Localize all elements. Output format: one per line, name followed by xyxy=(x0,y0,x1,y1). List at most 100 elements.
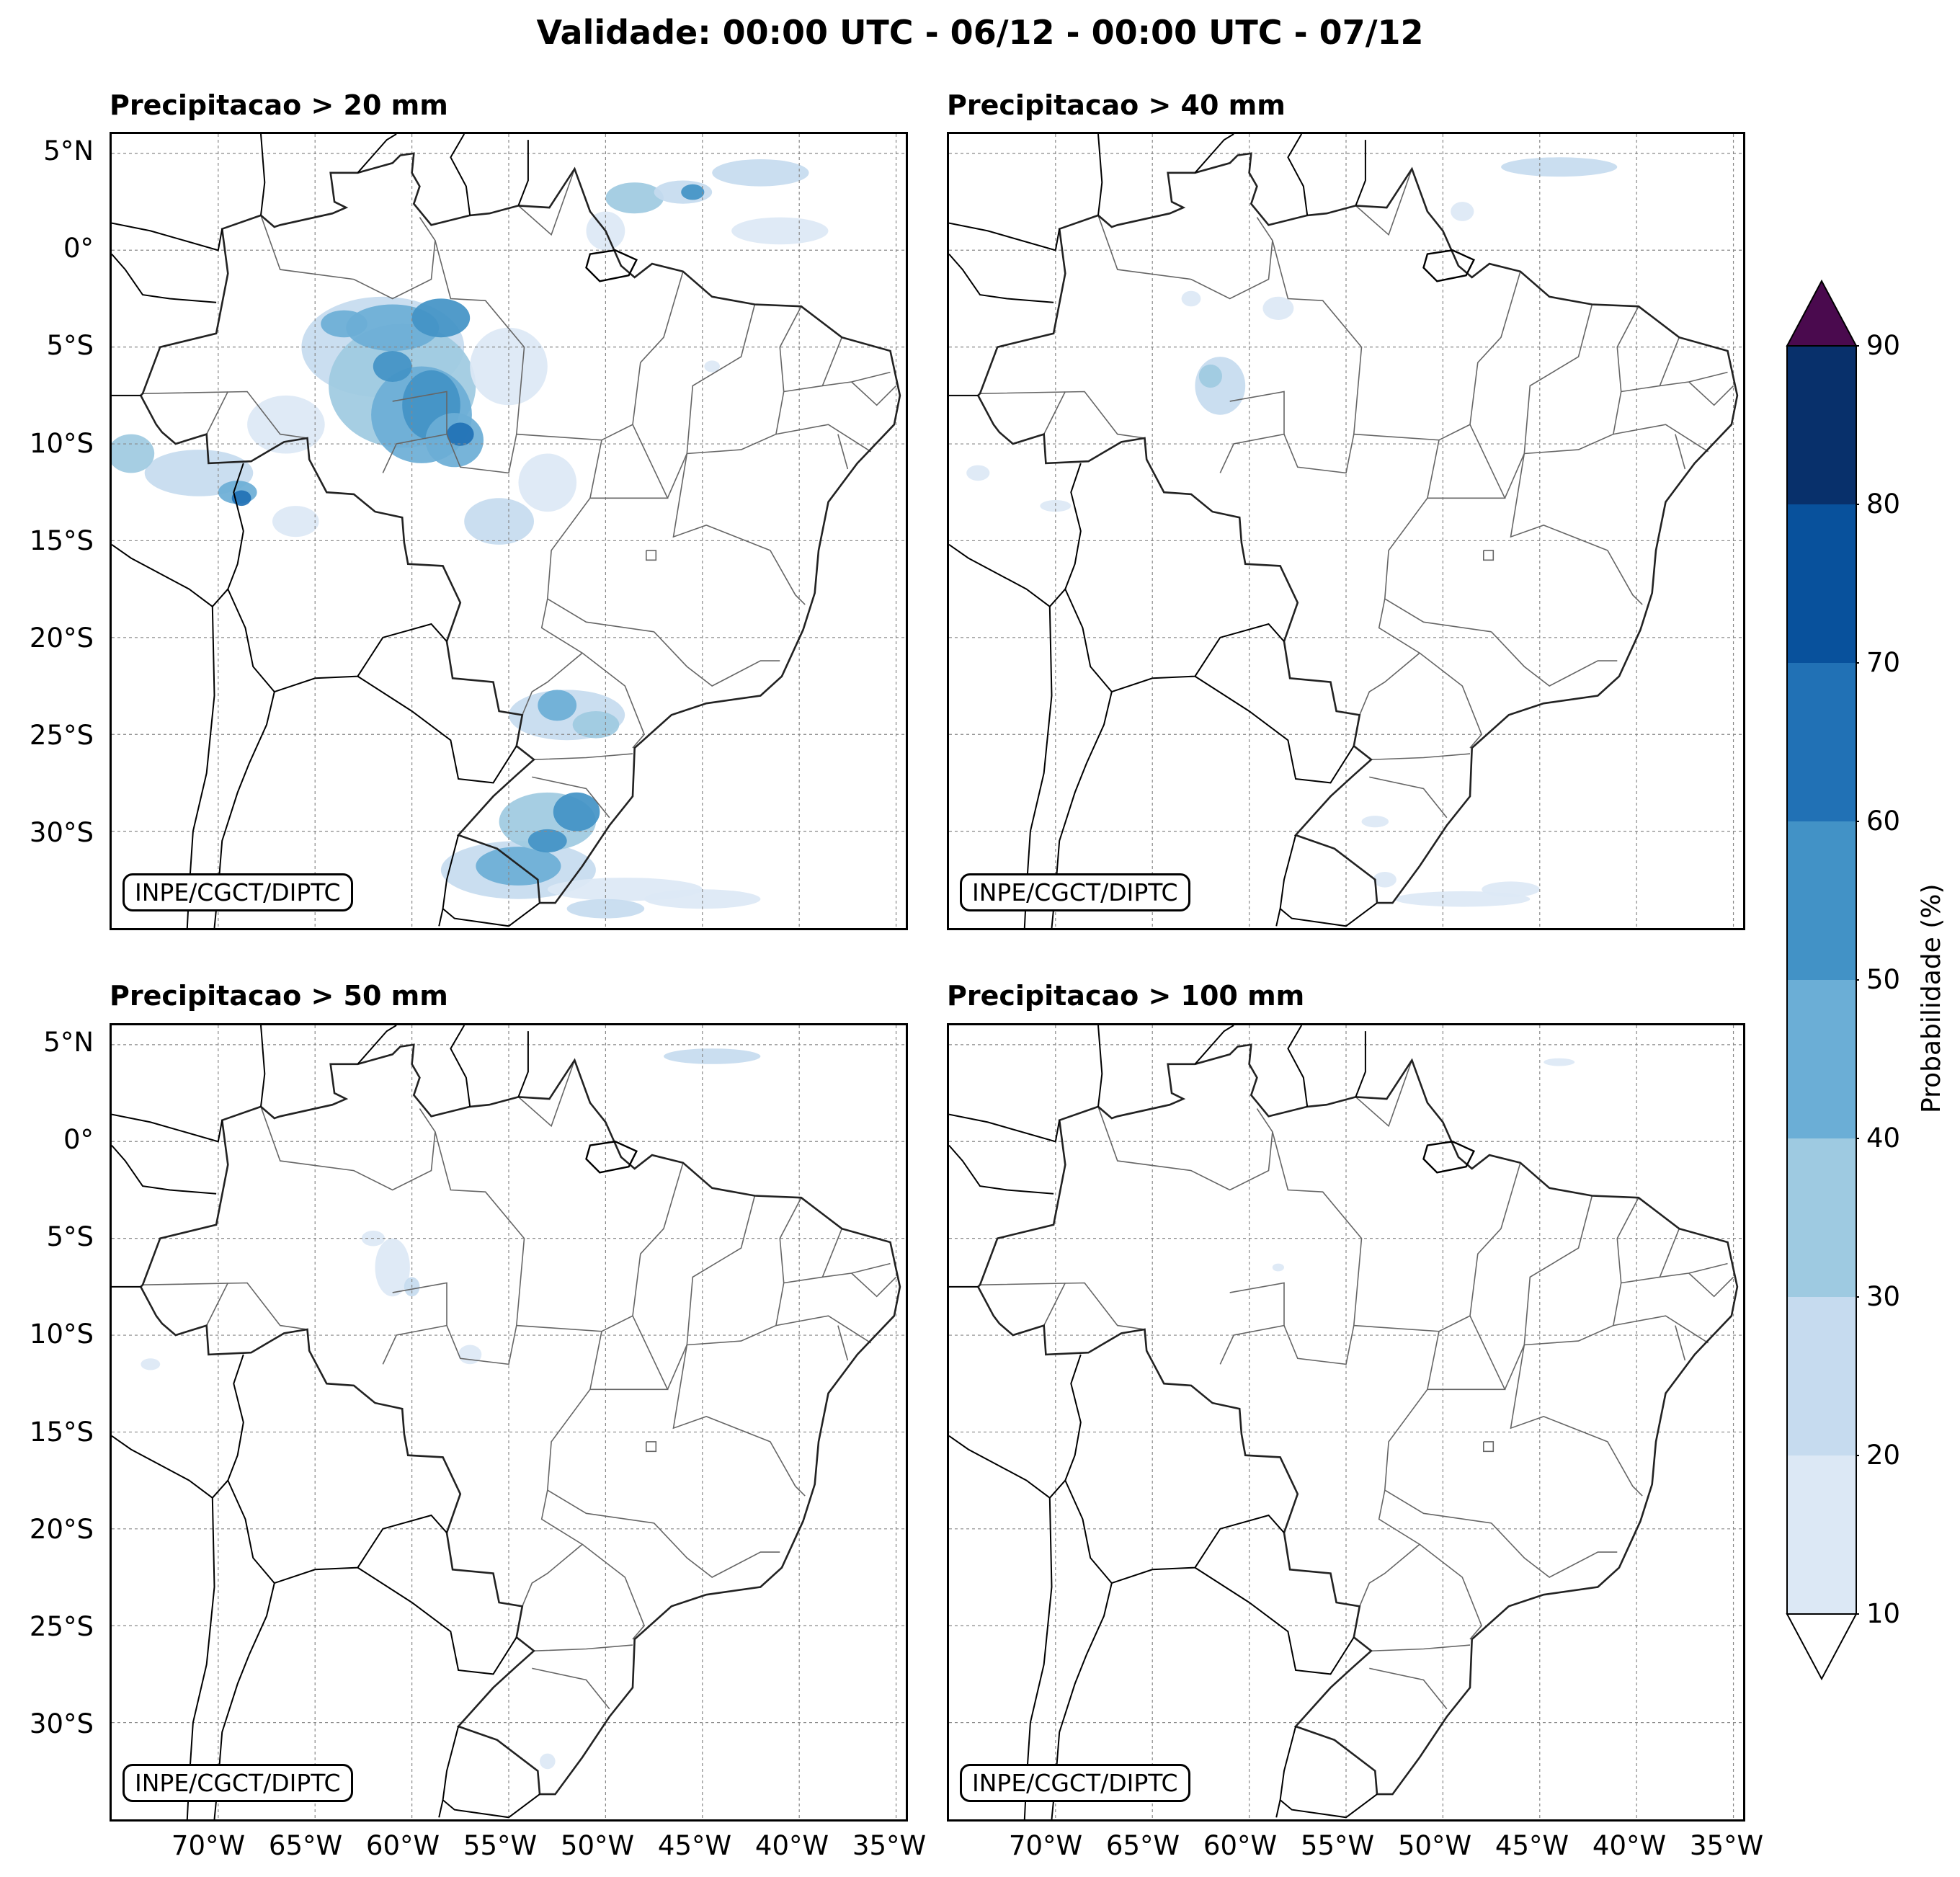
state-borders xyxy=(142,1060,897,1710)
probability-area xyxy=(1181,290,1201,307)
lon-label-right-65w: 65°W xyxy=(1105,1830,1180,1861)
probability-area xyxy=(518,453,577,512)
probability-area xyxy=(447,422,474,446)
lat-label-top-5n: 5°N xyxy=(43,135,94,166)
probability-area xyxy=(375,1238,410,1297)
probability-area xyxy=(321,310,368,338)
probability-area xyxy=(1040,500,1072,512)
colorbar-segment xyxy=(1787,346,1856,504)
probability-area xyxy=(712,159,809,187)
marajo-island xyxy=(585,1141,638,1174)
map-panel-20mm xyxy=(110,132,908,930)
lat-label-top-30s: 30°S xyxy=(29,817,94,848)
probability-area xyxy=(681,184,705,200)
map-canvas xyxy=(949,134,1743,928)
country-borders xyxy=(112,134,540,928)
map-panel-40mm xyxy=(947,132,1745,930)
colorbar-tick-60: 60 xyxy=(1866,806,1901,837)
colorbar-segment xyxy=(1787,1138,1856,1297)
lat-label-top-0: 0° xyxy=(63,233,94,264)
lat-label-bottom-10s: 10°S xyxy=(29,1319,94,1350)
colorbar-segment xyxy=(1787,663,1856,821)
brazil-outline xyxy=(976,152,1739,904)
country-borders xyxy=(949,134,1378,928)
lon-label-right-45w: 45°W xyxy=(1494,1830,1569,1861)
colorbar-tick-70: 70 xyxy=(1866,647,1901,678)
lat-label-top-20s: 20°S xyxy=(29,623,94,654)
probability-area xyxy=(572,711,620,739)
lon-label-right-55w: 55°W xyxy=(1300,1830,1375,1861)
gridlines xyxy=(949,1025,1743,1819)
main-title: Validade: 00:00 UTC - 06/12 - 00:00 UTC … xyxy=(536,13,1424,52)
colorbar-segment xyxy=(1787,821,1856,980)
credit-box-100mm: INPE/CGCT/DIPTC xyxy=(960,1764,1190,1802)
colorbar-tick-20: 20 xyxy=(1866,1440,1901,1471)
probability-area xyxy=(1195,357,1246,415)
probability-area xyxy=(458,1345,482,1365)
lon-label-left-50w: 50°W xyxy=(560,1830,635,1861)
probability-area xyxy=(553,792,600,832)
brazil-outline xyxy=(139,152,901,904)
probability-area xyxy=(1482,881,1540,897)
probability-area xyxy=(272,506,319,538)
probability-shading xyxy=(966,157,1618,907)
probability-area xyxy=(540,1753,556,1770)
lon-label-left-70w: 70°W xyxy=(171,1830,246,1861)
lon-label-left-55w: 55°W xyxy=(463,1830,538,1861)
colorbar-tick-90: 90 xyxy=(1866,330,1901,361)
colorbar-segment xyxy=(1787,1455,1856,1614)
brazil-outline xyxy=(139,1043,901,1796)
state-borders xyxy=(142,169,897,819)
probability-area xyxy=(112,434,155,473)
lon-label-right-40w: 40°W xyxy=(1592,1830,1667,1861)
colorbar-under-triangle xyxy=(1786,1613,1858,1681)
state-borders xyxy=(979,1060,1734,1710)
probability-shading xyxy=(1272,1058,1575,1272)
map-canvas xyxy=(949,1025,1743,1819)
probability-area xyxy=(704,360,720,373)
lon-label-right-70w: 70°W xyxy=(1008,1830,1083,1861)
colorbar-tick-80: 80 xyxy=(1866,489,1901,520)
probability-area xyxy=(1373,872,1396,888)
colorbar-segment xyxy=(1787,504,1856,663)
probability-area xyxy=(1361,816,1389,828)
marajo-island xyxy=(585,249,638,282)
brazil-outline xyxy=(976,1043,1739,1796)
probability-area xyxy=(538,690,577,721)
probability-area xyxy=(731,217,829,245)
credit-box-20mm: INPE/CGCT/DIPTC xyxy=(122,873,353,911)
lon-label-right-35w: 35°W xyxy=(1689,1830,1764,1861)
colorbar-tick-10: 10 xyxy=(1866,1598,1901,1629)
state-borders xyxy=(979,169,1734,819)
probability-area xyxy=(464,498,534,545)
colorbar-tick-40: 40 xyxy=(1866,1123,1901,1154)
panel-title-50mm: Precipitacao > 50 mm xyxy=(110,980,448,1012)
probability-area xyxy=(664,1048,761,1064)
credit-box-50mm: INPE/CGCT/DIPTC xyxy=(122,1764,353,1802)
colorbar-tick-50: 50 xyxy=(1866,964,1901,995)
lon-label-right-60w: 60°W xyxy=(1203,1830,1278,1861)
gridlines xyxy=(949,134,1743,928)
lon-label-left-35w: 35°W xyxy=(852,1830,927,1861)
lat-label-top-10s: 10°S xyxy=(29,428,94,459)
probability-area xyxy=(1544,1058,1575,1066)
panel-title-20mm: Precipitacao > 20 mm xyxy=(110,89,448,121)
probability-area xyxy=(1451,202,1474,221)
panel-title-40mm: Precipitacao > 40 mm xyxy=(947,89,1286,121)
colorbar-over-triangle xyxy=(1786,279,1858,347)
probability-area xyxy=(1501,157,1618,177)
colorbar xyxy=(1786,279,1859,1681)
lat-label-top-15s: 15°S xyxy=(29,525,94,556)
marajo-island xyxy=(1422,249,1476,282)
lat-label-bottom-5n: 5°N xyxy=(43,1027,94,1058)
probability-area xyxy=(1262,296,1294,320)
probability-area xyxy=(1272,1263,1284,1272)
lat-label-top-5s: 5°S xyxy=(46,330,94,361)
probability-area xyxy=(476,847,561,886)
colorbar-title: Probabilidade (%) xyxy=(1917,883,1946,1113)
country-borders xyxy=(112,1025,540,1819)
probability-area xyxy=(411,298,471,338)
lat-label-top-25s: 25°S xyxy=(29,720,94,751)
probability-area xyxy=(527,829,567,853)
lat-label-bottom-0: 0° xyxy=(63,1124,94,1155)
